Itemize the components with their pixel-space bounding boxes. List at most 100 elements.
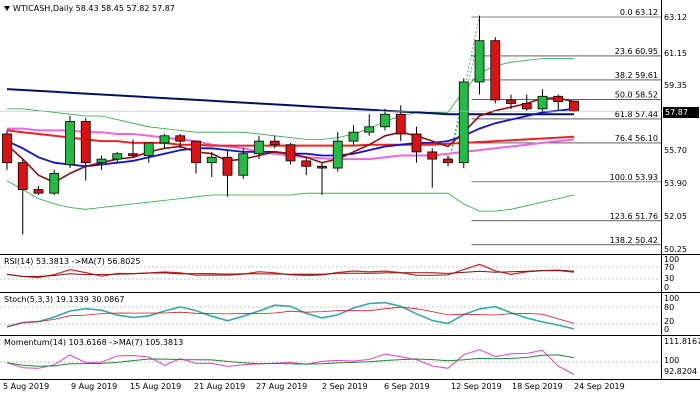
candle (301, 157, 312, 176)
candle-body (285, 144, 296, 162)
stoch-pane[interactable]: Stoch(5,3,3) 19.1339 30.0867 100 80 20 0 (0, 293, 700, 335)
candle (238, 148, 249, 179)
candle (458, 78, 469, 169)
price-axis-label: 50.25 (664, 245, 687, 254)
candle (80, 117, 91, 181)
rsi-ma-line (6, 269, 575, 278)
pane-separator[interactable] (0, 292, 700, 293)
candle (254, 135, 264, 160)
stoch-axis-label: 0 (664, 325, 670, 334)
candle-body (269, 140, 280, 146)
candle-body (427, 151, 438, 160)
candle-body (2, 133, 12, 164)
candle-body (112, 153, 123, 160)
candle-body (65, 121, 75, 165)
candle-body (17, 162, 28, 190)
candle (269, 135, 280, 149)
candle (364, 114, 375, 136)
candle-body (364, 126, 375, 133)
candle (175, 133, 186, 149)
price-axis-label: 52.05 (664, 212, 687, 221)
candle-body (443, 158, 453, 164)
candle-body (175, 135, 186, 142)
candle (443, 155, 453, 167)
fib-level-label: 76.4 56.10 (615, 134, 658, 143)
candle-body (553, 95, 564, 103)
candle-body (348, 131, 359, 142)
time-axis-label: 21 Aug 2019 (194, 382, 246, 391)
rsi-axis-label: 100 (664, 255, 680, 264)
price-pane[interactable]: 0.0 63.12 23.6 60.95 38.2 59.61 50.0 58.52 6… (0, 0, 700, 254)
candle (506, 94, 516, 109)
time-axis-label: 12 Sep 2019 (451, 382, 502, 391)
candle (569, 100, 579, 113)
last-price-tag: 57.87 (663, 107, 699, 118)
momentum-plot-area[interactable] (0, 336, 662, 379)
fib-level-label: 38.2 59.61 (615, 71, 658, 80)
stoch-label: Stoch(5,3,3) 19.1339 30.0867 (4, 295, 125, 304)
candle-body (301, 160, 312, 167)
time-axis-label: 18 Sep 2019 (512, 382, 563, 391)
fib-trend-line (447, 35, 480, 167)
candle (33, 186, 44, 195)
time-axis-label: 5 Aug 2019 (3, 382, 50, 391)
candle-body (490, 40, 501, 101)
candle-body (332, 140, 343, 169)
candle (143, 142, 154, 163)
fib-level-label: 138.2 50.42 (610, 236, 658, 245)
rsi-axis-label: 0 (664, 283, 670, 292)
candle (474, 15, 485, 95)
bollinger-upper-line (7, 58, 574, 140)
stoch-main-line (6, 301, 575, 330)
ma-navy-line (6, 88, 574, 116)
momentum-line (6, 349, 575, 375)
rsi-label: RSI(14) 53.3813 ->MA(7) 56.8025 (4, 257, 141, 266)
candle (222, 150, 233, 197)
momentum-pane[interactable]: Momentum(14) 103.6168 ->MA(7) 105.3813 1… (0, 336, 700, 379)
candle (537, 89, 548, 113)
time-axis-label: 2 Sep 2019 (322, 382, 368, 391)
rsi-axis-label: 30 (664, 274, 675, 283)
candle (427, 148, 438, 188)
momentum-axis-label: 92.8204 (664, 367, 698, 376)
candle (17, 159, 28, 235)
candle-body (506, 99, 516, 104)
candle (411, 126, 422, 163)
candle (553, 94, 564, 111)
chart-collapse-icon[interactable] (4, 6, 10, 11)
momentum-axis-label: 100 (664, 356, 680, 365)
rsi-axis-label: 70 (664, 263, 675, 272)
candle-body (222, 156, 233, 176)
momentum-axis-label: 111.8167 (664, 337, 700, 346)
chart-title: WTICASH,Daily 58.43 58.45 57.82 57.87 (5, 4, 175, 13)
candle (490, 37, 501, 104)
stoch-signal-line (6, 306, 575, 328)
candle-body (96, 158, 107, 164)
candle (317, 162, 327, 195)
rsi-plot-area[interactable] (0, 255, 662, 292)
price-axis-label: 61.15 (664, 49, 687, 58)
candle-body (143, 142, 154, 156)
candle-body (206, 156, 217, 164)
pane-separator[interactable] (0, 335, 700, 336)
candle-body (411, 133, 422, 153)
candle-body (254, 140, 264, 155)
pane-separator[interactable] (0, 254, 700, 255)
candle (112, 151, 123, 163)
bollinger-lower-line (6, 180, 575, 212)
candle (191, 140, 201, 174)
candle-body (395, 113, 406, 135)
stoch-chart-svg (0, 301, 662, 330)
candle (49, 169, 60, 195)
price-plot-area[interactable] (0, 0, 662, 254)
rsi-pane[interactable]: RSI(14) 53.3813 ->MA(7) 56.8025 100 70 3… (0, 255, 700, 292)
candle (521, 94, 532, 111)
time-axis-label: 27 Aug 2019 (256, 382, 308, 391)
fib-level-label: 61.8 57.44 (615, 110, 658, 119)
fib-level-label: 0.0 63.12 (620, 8, 658, 17)
fib-level-label: 100.0 53.93 (610, 173, 658, 182)
stoch-plot-area[interactable] (0, 293, 662, 335)
candle (348, 125, 359, 145)
rsi-chart-svg (0, 263, 662, 280)
candle (380, 108, 390, 131)
